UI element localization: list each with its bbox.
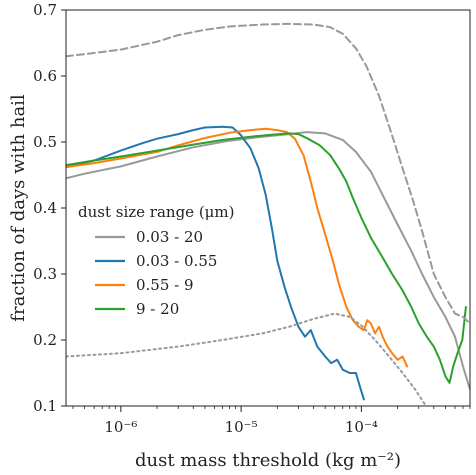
legend-entries: 0.03 - 20 0.03 - 0.55 0.55 - 9 9 - 20 [95, 228, 217, 318]
y-tick-label: 0.3 [33, 265, 57, 283]
y-tick-label: 0.7 [33, 1, 57, 19]
legend-entry-label: 0.55 - 9 [136, 276, 194, 294]
y-axis-label: fraction of days with hail [8, 94, 29, 322]
series-line-0.03-20 [66, 131, 470, 391]
series-line-0.55-9 [66, 127, 409, 368]
y-tick-label: 0.4 [33, 199, 57, 217]
legend: dust size range (μm) 0.03 - 20 0.03 - 0.5… [78, 203, 235, 318]
y-tick-label: 0.1 [33, 397, 57, 415]
axis-ticks: 0.1 0.2 0.3 0.4 0.5 0.6 0.7 10⁻⁶ 10⁻⁵ 10⁻⁴ [33, 1, 471, 436]
series-group [66, 22, 470, 406]
x-tick-label: 10⁻⁶ [104, 418, 137, 436]
legend-entry-label: 0.03 - 20 [136, 228, 203, 246]
y-tick-label: 0.5 [33, 133, 57, 151]
series-line-dashed [66, 22, 470, 325]
legend-entry-label: 9 - 20 [136, 300, 179, 318]
series-line-dotted [66, 312, 428, 406]
x-tick-label: 10⁻⁴ [345, 418, 378, 436]
y-tick-label: 0.6 [33, 67, 57, 85]
x-axis-label: dust mass threshold (kg m⁻²) [135, 450, 401, 471]
series-line-9-20 [66, 132, 467, 384]
x-tick-label: 10⁻⁵ [225, 418, 258, 436]
y-tick-label: 0.2 [33, 331, 57, 349]
legend-title: dust size range (μm) [78, 203, 235, 221]
legend-entry-label: 0.03 - 0.55 [136, 252, 217, 270]
series-line-0.03-0.55 [66, 125, 365, 401]
